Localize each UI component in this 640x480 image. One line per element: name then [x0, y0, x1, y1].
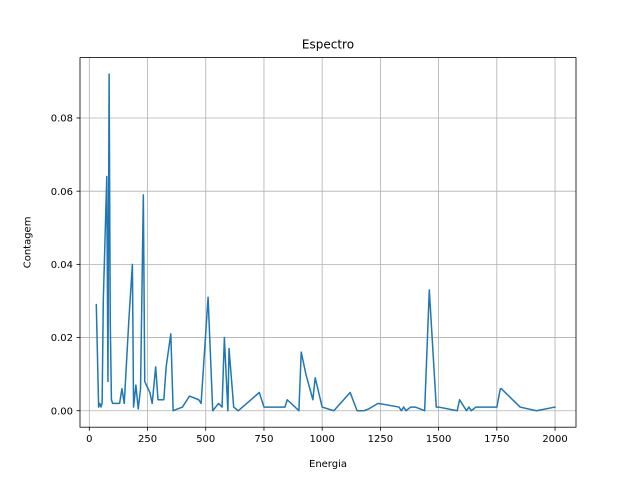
plot-area-background	[80, 57, 576, 428]
chart-title: Espectro	[302, 38, 354, 52]
x-tick-label: 500	[196, 434, 215, 445]
plot-frame	[79, 57, 577, 428]
x-tick-label: 2000	[542, 434, 567, 445]
x-tick-label: 1000	[309, 434, 334, 445]
y-tick-label: 0.02	[51, 333, 73, 344]
x-tick-label: 1250	[368, 434, 393, 445]
series-layer	[95, 73, 556, 412]
x-axis-label: Energia	[309, 459, 347, 470]
y-tick-label: 0.08	[51, 114, 73, 125]
x-tick-label: 0	[86, 434, 92, 445]
x-axis: 0 250 500 750 1000 1250 1500 1750 2000	[86, 427, 568, 445]
y-tick-label: 0.04	[51, 260, 73, 271]
y-axis: 0.00 0.02 0.04 0.06 0.08	[51, 114, 80, 417]
x-tick-label: 250	[138, 434, 157, 445]
y-tick-label: 0.06	[51, 187, 73, 198]
y-tick-label: 0.00	[51, 406, 73, 417]
x-tick-label: 750	[254, 434, 273, 445]
y-axis-label: Contagem	[23, 217, 34, 269]
x-tick-label: 1750	[484, 434, 509, 445]
series-line	[95, 73, 556, 412]
x-tick-label: 1500	[426, 434, 451, 445]
grid	[80, 57, 576, 428]
